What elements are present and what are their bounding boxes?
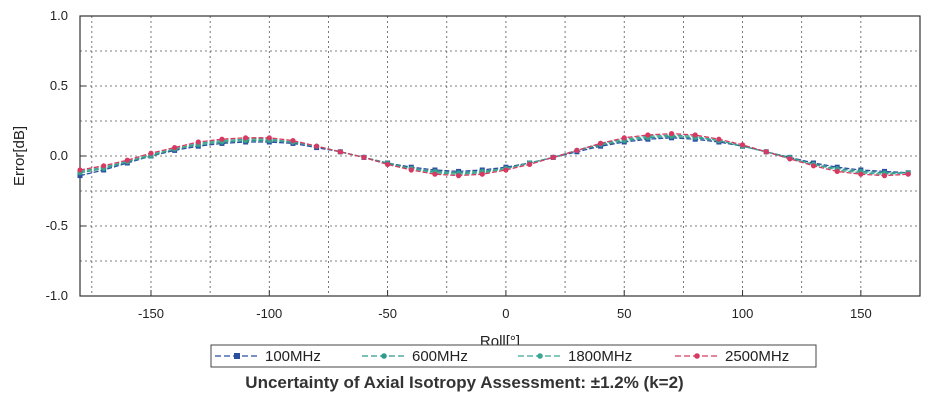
data-point: [266, 135, 272, 141]
legend-item: 100MHz: [215, 348, 321, 365]
data-point: [574, 147, 580, 153]
y-tick-label: 1.0: [50, 8, 68, 23]
data-point: [172, 145, 178, 151]
data-point: [77, 167, 83, 173]
data-point: [219, 136, 225, 142]
x-tick-label: 50: [617, 306, 631, 321]
y-tick-label: 0.0: [50, 148, 68, 163]
data-point: [101, 163, 107, 169]
data-point: [195, 139, 201, 145]
x-tick-label: 0: [502, 306, 509, 321]
data-point: [77, 173, 83, 179]
data-point: [385, 161, 391, 167]
data-point: [621, 135, 627, 141]
legend-label: 100MHz: [265, 348, 321, 365]
legend-marker: [694, 353, 700, 359]
data-point: [716, 136, 722, 142]
y-tick-label: 0.5: [50, 78, 68, 93]
data-point: [787, 156, 793, 162]
data-point: [455, 173, 462, 179]
legend-item: 2500MHz: [675, 348, 789, 365]
legend-box: [210, 344, 817, 368]
data-point: [243, 135, 249, 141]
series-line: [79, 134, 909, 175]
data-point: [810, 163, 817, 169]
axis-ticks: 1.0 0.5 0.0 -0.5 -1.0 -150 -100 -50 0 50 100 150: [46, 8, 872, 321]
data-point: [692, 132, 698, 138]
x-tick-label: -50: [378, 306, 397, 321]
data-point: [763, 149, 769, 155]
data-point: [290, 138, 296, 144]
data-point: [739, 142, 746, 148]
series-layer: [77, 131, 911, 179]
y-tick-label: -1.0: [46, 288, 68, 303]
legend-label: 1800MHz: [568, 348, 632, 365]
data-point: [645, 132, 651, 138]
x-tick-label: -100: [256, 306, 282, 321]
y-axis-label: Error[dB]: [11, 126, 28, 186]
x-tick-label: 150: [850, 306, 872, 321]
data-point: [124, 157, 130, 163]
data-point: [905, 171, 911, 177]
x-tick-label: -150: [138, 306, 164, 321]
legend-label: 600MHz: [412, 348, 468, 365]
data-point: [361, 154, 367, 160]
data-point: [668, 131, 675, 137]
data-point: [526, 161, 533, 167]
data-point: [550, 154, 556, 160]
data-point: [408, 167, 414, 173]
legend: 100MHz 600MHz 1800MHz 2500MHz: [215, 348, 789, 365]
data-point: [503, 167, 509, 173]
y-tick-label: -0.5: [46, 218, 68, 233]
chart-grid: [80, 16, 921, 296]
data-point: [479, 171, 485, 177]
data-point: [834, 168, 840, 174]
legend-marker: [381, 353, 387, 359]
series-line: [79, 132, 909, 177]
data-point: [148, 150, 154, 156]
data-point: [314, 143, 320, 149]
data-point: [597, 140, 604, 146]
x-tick-label: 100: [732, 306, 754, 321]
data-point: [858, 171, 864, 177]
legend-label: 2500MHz: [725, 348, 789, 365]
legend-item: 600MHz: [362, 348, 468, 365]
legend-marker: [537, 353, 543, 359]
series-2500MHz: [77, 131, 911, 179]
data-point: [881, 173, 888, 179]
data-point: [337, 149, 343, 155]
legend-marker: [234, 353, 240, 359]
chart-caption: Uncertainty of Axial Isotropy Assessment…: [245, 373, 684, 392]
series-1800MHz: [77, 132, 911, 177]
legend-item: 1800MHz: [518, 348, 632, 365]
data-point: [432, 171, 438, 177]
